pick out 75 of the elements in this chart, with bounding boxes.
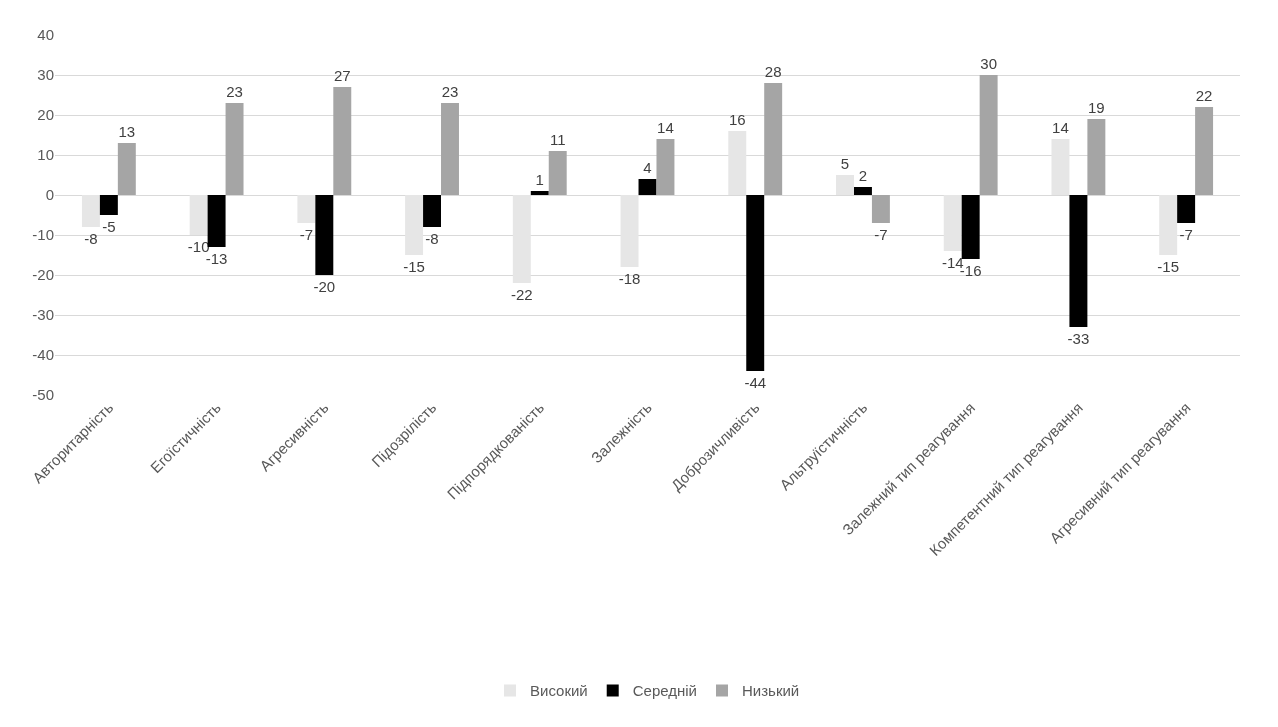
data-label: 5 xyxy=(840,155,850,172)
data-label: 22 xyxy=(1195,87,1213,104)
bar xyxy=(117,143,136,195)
bar xyxy=(441,103,459,195)
bar xyxy=(99,195,118,215)
data-label: -15 xyxy=(1157,258,1180,275)
y-tick-label: -10 xyxy=(32,226,54,244)
y-tick-label: -40 xyxy=(32,346,54,364)
legend-label: Середній xyxy=(632,682,697,700)
bar xyxy=(315,195,334,275)
data-label: -44 xyxy=(744,374,767,391)
bar xyxy=(943,195,962,251)
bar xyxy=(512,195,531,283)
y-tick-label: 10 xyxy=(37,146,54,164)
bar xyxy=(225,103,244,195)
data-label: -8 xyxy=(84,230,98,247)
legend-label: Високий xyxy=(530,682,588,700)
y-tick-label: -50 xyxy=(32,386,54,404)
data-label: -22 xyxy=(510,286,533,303)
bar xyxy=(333,87,352,195)
bar xyxy=(207,195,226,247)
bar xyxy=(764,83,783,195)
bar xyxy=(530,191,549,195)
bar xyxy=(81,195,100,227)
bar xyxy=(728,131,747,195)
bar xyxy=(548,151,567,195)
data-label: 23 xyxy=(226,83,243,100)
data-label: 1 xyxy=(535,171,544,188)
bar xyxy=(979,75,998,195)
bar xyxy=(297,195,316,223)
data-label: 30 xyxy=(980,55,997,72)
y-tick-label: -20 xyxy=(32,266,54,284)
bar xyxy=(1159,195,1178,255)
bar xyxy=(638,179,657,195)
data-label: -7 xyxy=(299,226,314,243)
data-label: -8 xyxy=(425,230,439,247)
bar xyxy=(1177,195,1196,223)
bar xyxy=(423,195,442,227)
y-tick-label: 0 xyxy=(45,186,54,204)
legend-label: Низький xyxy=(742,682,800,700)
data-label: -5 xyxy=(102,218,116,235)
data-label: 4 xyxy=(643,159,652,176)
bar xyxy=(1195,107,1214,195)
y-tick-label: 40 xyxy=(37,26,54,44)
data-label: -20 xyxy=(313,278,336,295)
data-label: -15 xyxy=(403,258,425,275)
bar xyxy=(853,187,872,195)
data-label: -18 xyxy=(618,270,641,287)
y-tick-label: -30 xyxy=(32,306,54,324)
bar xyxy=(1087,119,1106,195)
data-label: 19 xyxy=(1088,99,1105,116)
bar xyxy=(746,195,765,371)
bar xyxy=(620,195,639,267)
data-label: 28 xyxy=(764,63,782,80)
bar xyxy=(656,139,675,195)
bar xyxy=(189,195,208,235)
data-label: -33 xyxy=(1067,330,1090,347)
y-tick-label: 20 xyxy=(37,106,54,124)
data-label: 11 xyxy=(549,131,566,148)
data-label: 27 xyxy=(333,67,351,84)
data-label: 14 xyxy=(1052,119,1069,136)
bar xyxy=(871,195,890,223)
data-label: 14 xyxy=(657,119,674,136)
data-label: 2 xyxy=(858,167,868,184)
bar xyxy=(405,195,424,255)
bar xyxy=(1051,139,1070,195)
y-tick-label: 30 xyxy=(37,66,54,84)
bar xyxy=(961,195,980,259)
data-label: 13 xyxy=(118,123,136,140)
data-label: -7 xyxy=(1179,226,1193,243)
data-label: 23 xyxy=(441,83,459,100)
data-label: 16 xyxy=(728,111,746,128)
bar xyxy=(1069,195,1088,327)
bar xyxy=(836,175,854,195)
data-label: -7 xyxy=(874,226,888,243)
